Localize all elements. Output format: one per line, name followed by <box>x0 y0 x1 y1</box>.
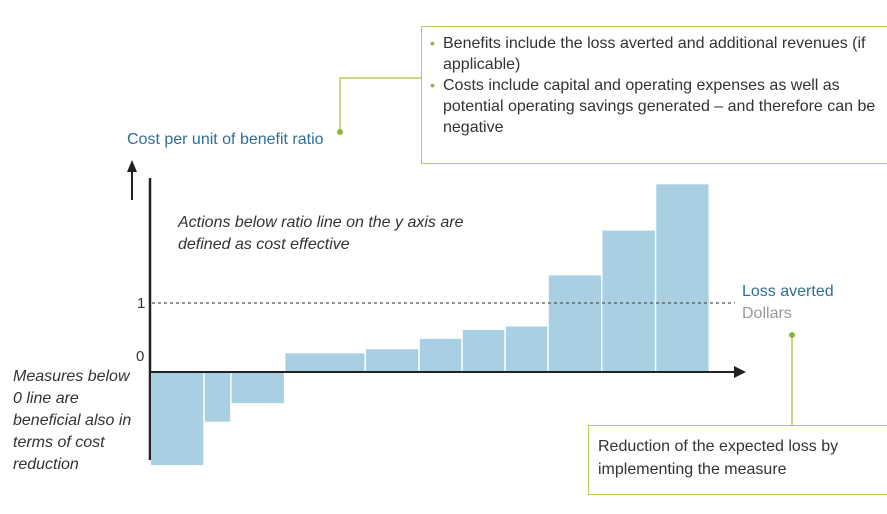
top-callout-connector <box>339 77 421 132</box>
y-tick-0: 0 <box>136 348 145 365</box>
cost-effective-annotation: Actions below ratio line on the y axis a… <box>178 214 464 253</box>
benefits-bullet: Benefits include the loss averted and ad… <box>430 33 887 75</box>
bar-2 <box>204 372 231 422</box>
bar-11 <box>656 184 709 372</box>
x-axis-unit: Dollars <box>742 305 792 322</box>
x-axis-label: Loss averted <box>742 283 834 300</box>
y-tick-1: 1 <box>137 295 146 312</box>
y-axis-label: Cost per unit of benefit ratio <box>127 131 324 148</box>
bar-6 <box>419 338 462 372</box>
costs-bullet: Costs include capital and operating expe… <box>430 75 887 138</box>
loss-reduction-callout: Reduction of the expected loss by implem… <box>588 425 887 495</box>
bar-10 <box>602 230 655 372</box>
x-axis-arrowhead <box>734 366 746 378</box>
bar-3 <box>231 372 284 404</box>
bar-9 <box>548 275 602 372</box>
bar-7 <box>462 329 505 372</box>
y-axis-arrowhead <box>127 160 137 172</box>
bar-8 <box>505 326 548 372</box>
bottom-callout-dot <box>789 332 795 338</box>
benefits-costs-callout: Benefits include the loss averted and ad… <box>421 26 887 164</box>
bars-group <box>151 184 709 466</box>
bar-5 <box>366 349 419 372</box>
below-zero-annotation: Measures below 0 line are beneficial als… <box>13 368 132 473</box>
bar-4 <box>285 353 365 372</box>
top-callout-dot <box>337 129 343 135</box>
bar-1 <box>151 372 204 466</box>
